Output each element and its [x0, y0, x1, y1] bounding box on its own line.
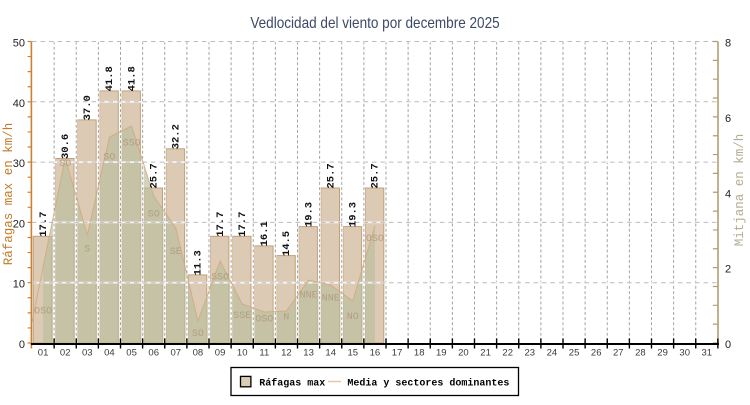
svg-text:14.5: 14.5	[281, 231, 293, 256]
svg-text:41.8: 41.8	[126, 66, 138, 91]
svg-text:11.3: 11.3	[193, 250, 205, 275]
svg-text:0: 0	[725, 339, 731, 351]
svg-text:17.7: 17.7	[38, 212, 50, 237]
svg-text:27: 27	[613, 347, 624, 358]
svg-text:03: 03	[82, 347, 93, 358]
svg-text:10: 10	[13, 279, 25, 291]
svg-text:SO: SO	[103, 153, 115, 164]
svg-text:Ráfagas max en km/h: Ráfagas max en km/h	[2, 123, 16, 266]
svg-text:SSO: SSO	[123, 139, 141, 150]
svg-text:30: 30	[679, 347, 690, 358]
svg-text:06: 06	[148, 347, 159, 358]
svg-text:SO: SO	[192, 329, 204, 340]
svg-text:08: 08	[193, 347, 204, 358]
svg-text:SSE: SSE	[233, 311, 251, 322]
svg-text:15: 15	[348, 347, 359, 358]
svg-text:05: 05	[126, 347, 137, 358]
svg-text:30: 30	[13, 158, 25, 170]
svg-text:17: 17	[392, 347, 403, 358]
svg-text:24: 24	[547, 347, 558, 358]
svg-text:NNE: NNE	[300, 291, 318, 302]
svg-text:20: 20	[13, 218, 25, 230]
svg-text:28: 28	[635, 347, 646, 358]
svg-text:22: 22	[502, 347, 513, 358]
svg-text:N: N	[283, 312, 289, 323]
svg-text:OSO: OSO	[34, 307, 52, 318]
svg-text:50: 50	[13, 38, 25, 50]
svg-text:16: 16	[370, 347, 381, 358]
svg-text:40: 40	[13, 98, 25, 110]
svg-text:02: 02	[60, 347, 71, 358]
svg-text:18: 18	[414, 347, 425, 358]
svg-text:Vedlocidad del viento por dece: Vedlocidad del viento por decembre 2025	[250, 15, 499, 32]
svg-text:NNE: NNE	[322, 293, 340, 304]
svg-text:19: 19	[436, 347, 447, 358]
svg-text:09: 09	[215, 347, 226, 358]
svg-text:NO: NO	[347, 312, 359, 323]
svg-text:2: 2	[725, 264, 731, 276]
svg-text:SE: SE	[170, 247, 182, 258]
svg-text:S: S	[84, 245, 90, 256]
svg-text:20: 20	[458, 347, 469, 358]
svg-text:41.8: 41.8	[104, 66, 116, 91]
svg-text:11: 11	[259, 347, 269, 358]
svg-text:25.7: 25.7	[325, 163, 337, 188]
svg-text:SO: SO	[59, 159, 71, 170]
svg-text:23: 23	[525, 347, 536, 358]
svg-text:01: 01	[38, 347, 49, 358]
svg-text:25: 25	[569, 347, 580, 358]
svg-text:21: 21	[480, 347, 491, 358]
svg-text:SO: SO	[148, 210, 160, 221]
svg-text:16.1: 16.1	[259, 221, 271, 246]
svg-text:07: 07	[171, 347, 182, 358]
svg-text:17.7: 17.7	[215, 212, 227, 237]
svg-text:OSO: OSO	[255, 315, 273, 326]
svg-text:25.7: 25.7	[370, 163, 382, 188]
svg-text:OSO: OSO	[366, 234, 384, 245]
svg-text:0: 0	[19, 339, 25, 351]
svg-text:8: 8	[725, 38, 731, 50]
svg-text:12: 12	[281, 347, 292, 358]
svg-text:30.6: 30.6	[60, 134, 72, 159]
svg-text:19.3: 19.3	[348, 202, 360, 227]
svg-text:13: 13	[303, 347, 314, 358]
svg-text:26: 26	[591, 347, 602, 358]
svg-text:37.0: 37.0	[82, 95, 94, 120]
svg-text:25.7: 25.7	[148, 163, 160, 188]
svg-text:10: 10	[237, 347, 248, 358]
svg-text:Ráfagas max: Ráfagas max	[259, 377, 325, 389]
svg-text:32.2: 32.2	[171, 124, 183, 149]
svg-text:04: 04	[104, 347, 115, 358]
svg-text:31: 31	[702, 347, 713, 358]
svg-text:Media y sectores dominantes: Media y sectores dominantes	[347, 377, 509, 389]
svg-text:4: 4	[725, 188, 731, 200]
svg-text:6: 6	[725, 113, 731, 125]
svg-text:17.7: 17.7	[237, 212, 249, 237]
svg-text:29: 29	[657, 347, 668, 358]
svg-text:14: 14	[325, 347, 336, 358]
svg-text:SSO: SSO	[211, 272, 229, 283]
svg-text:Mitjana en km/h: Mitjana en km/h	[733, 134, 747, 247]
svg-text:19.3: 19.3	[303, 202, 315, 227]
